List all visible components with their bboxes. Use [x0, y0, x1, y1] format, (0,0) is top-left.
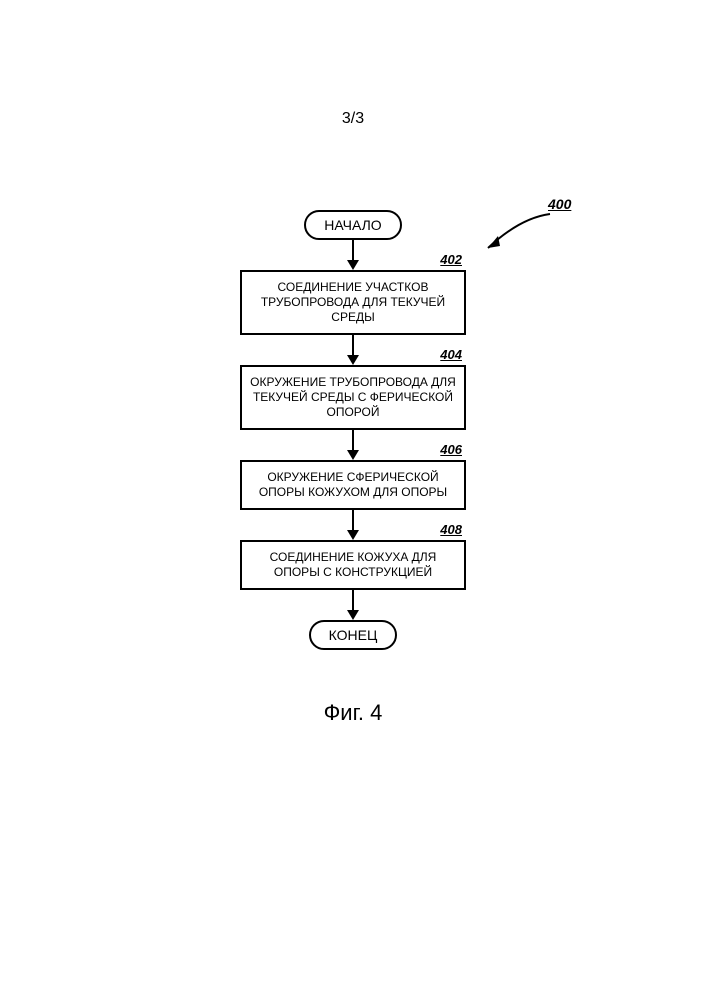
step-box: ОКРУЖЕНИЕ СФЕРИЧЕСКОЙ ОПОРЫ КОЖУХОМ ДЛЯ … [240, 460, 466, 510]
arrow [347, 590, 359, 620]
flowchart: НАЧАЛО 402 СОЕДИНЕНИЕ УЧАСТКОВ ТРУБОПРОВ… [0, 210, 706, 650]
step-406: 406 ОКРУЖЕНИЕ СФЕРИЧЕСКОЙ ОПОРЫ КОЖУХОМ … [240, 460, 466, 510]
step-ref: 406 [440, 442, 462, 457]
step-box: СОЕДИНЕНИЕ УЧАСТКОВ ТРУБОПРОВОДА ДЛЯ ТЕК… [240, 270, 466, 335]
arrow [347, 510, 359, 540]
step-408: 408 СОЕДИНЕНИЕ КОЖУХА ДЛЯ ОПОРЫ С КОНСТР… [240, 540, 466, 590]
step-ref: 402 [440, 252, 462, 267]
step-ref: 404 [440, 347, 462, 362]
page-number: 3/3 [0, 110, 706, 128]
arrow [347, 240, 359, 270]
step-404: 404 ОКРУЖЕНИЕ ТРУБОПРОВОДА ДЛЯ ТЕКУЧЕЙ С… [240, 365, 466, 430]
figure-caption: Фиг. 4 [0, 700, 706, 726]
step-box: СОЕДИНЕНИЕ КОЖУХА ДЛЯ ОПОРЫ С КОНСТРУКЦИ… [240, 540, 466, 590]
arrow [347, 335, 359, 365]
step-box: ОКРУЖЕНИЕ ТРУБОПРОВОДА ДЛЯ ТЕКУЧЕЙ СРЕДЫ… [240, 365, 466, 430]
terminator-end: КОНЕЦ [309, 620, 398, 650]
step-402: 402 СОЕДИНЕНИЕ УЧАСТКОВ ТРУБОПРОВОДА ДЛЯ… [240, 270, 466, 335]
arrow [347, 430, 359, 460]
terminator-start: НАЧАЛО [304, 210, 401, 240]
step-ref: 408 [440, 522, 462, 537]
